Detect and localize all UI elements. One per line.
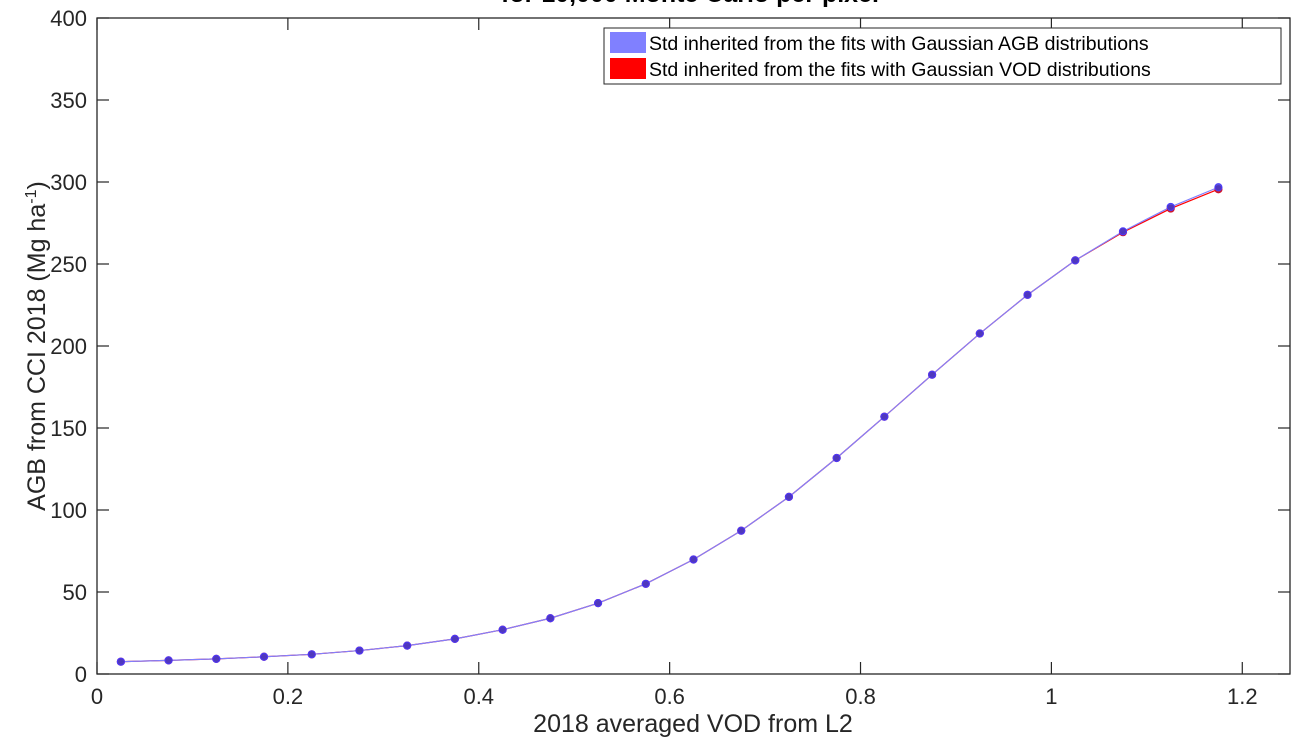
series-point-0 <box>737 526 746 535</box>
x-tick-label: 0.4 <box>463 684 494 709</box>
series-point-0 <box>355 646 364 655</box>
legend-label-agb: Std inherited from the fits with Gaussia… <box>649 33 1149 55</box>
legend-swatch-agb <box>610 32 646 53</box>
x-axis-ticks: 0 0.2 0.4 0.6 0.8 1 1.2 <box>91 18 1258 709</box>
legend: Std inherited from the fits with Gaussia… <box>603 27 1282 85</box>
series-point-0 <box>832 453 841 463</box>
series-point-0 <box>498 625 507 634</box>
x-tick-label: 0.6 <box>654 684 685 709</box>
plot-area <box>96 17 1291 675</box>
series-point-0 <box>403 641 412 650</box>
x-tick-label: 1.2 <box>1227 684 1258 709</box>
series-point-0 <box>116 657 125 666</box>
series-point-0 <box>880 412 889 421</box>
series-point-0 <box>1166 202 1175 212</box>
series-point-0 <box>546 614 555 623</box>
legend-swatch-vod <box>610 58 646 79</box>
y-axis-label: AGB from CCI 2018 (Mg ha-1) <box>23 181 51 511</box>
series-point-0 <box>212 654 221 664</box>
y-axis-ticks: 0 50 100 150 200 250 300 350 400 <box>50 6 1290 687</box>
series-point-0 <box>975 329 984 338</box>
y-axis-label-superscript: -1 <box>23 189 40 203</box>
y-axis-label-suffix: ) <box>23 181 51 189</box>
y-tick-label: 200 <box>50 334 87 359</box>
x-tick-label: 0.2 <box>273 684 304 709</box>
y-tick-label: 50 <box>63 580 87 605</box>
y-tick-label: 350 <box>50 88 87 113</box>
y-tick-label: 400 <box>50 6 87 31</box>
y-axis-label-main: AGB from CCI 2018 (Mg ha <box>23 204 51 511</box>
legend-label-vod: Std inherited from the fits with Gaussia… <box>649 59 1151 81</box>
x-axis-label: 2018 averaged VOD from L2 <box>533 710 853 738</box>
series-point-0 <box>784 492 794 501</box>
series-point-0 <box>1118 227 1128 236</box>
legend-box <box>603 27 1282 85</box>
x-tick-label: 0 <box>91 684 103 709</box>
y-tick-label: 300 <box>50 170 87 195</box>
x-tick-label: 1 <box>1045 684 1057 709</box>
series-point-0 <box>1071 256 1080 265</box>
series-point-0 <box>164 656 173 665</box>
series-point-0 <box>641 579 650 588</box>
series-point-0 <box>259 652 269 661</box>
series-layer <box>116 183 1223 666</box>
x-tick-label: 0.8 <box>845 684 876 709</box>
series-point-0 <box>689 555 698 564</box>
y-tick-label: 0 <box>75 662 87 687</box>
series-point-0 <box>593 599 603 608</box>
chart-title: for 10,000 Monte Carlo per pixel <box>501 0 879 8</box>
series-line-0 <box>120 186 1219 663</box>
y-tick-label: 150 <box>50 416 87 441</box>
y-tick-label: 100 <box>50 498 87 523</box>
series-point-0 <box>928 370 937 379</box>
series-point-0 <box>1023 290 1032 299</box>
series-point-0 <box>450 634 459 644</box>
y-tick-label: 250 <box>50 252 87 277</box>
series-point-0 <box>307 650 316 659</box>
series-point-0 <box>1214 183 1223 192</box>
